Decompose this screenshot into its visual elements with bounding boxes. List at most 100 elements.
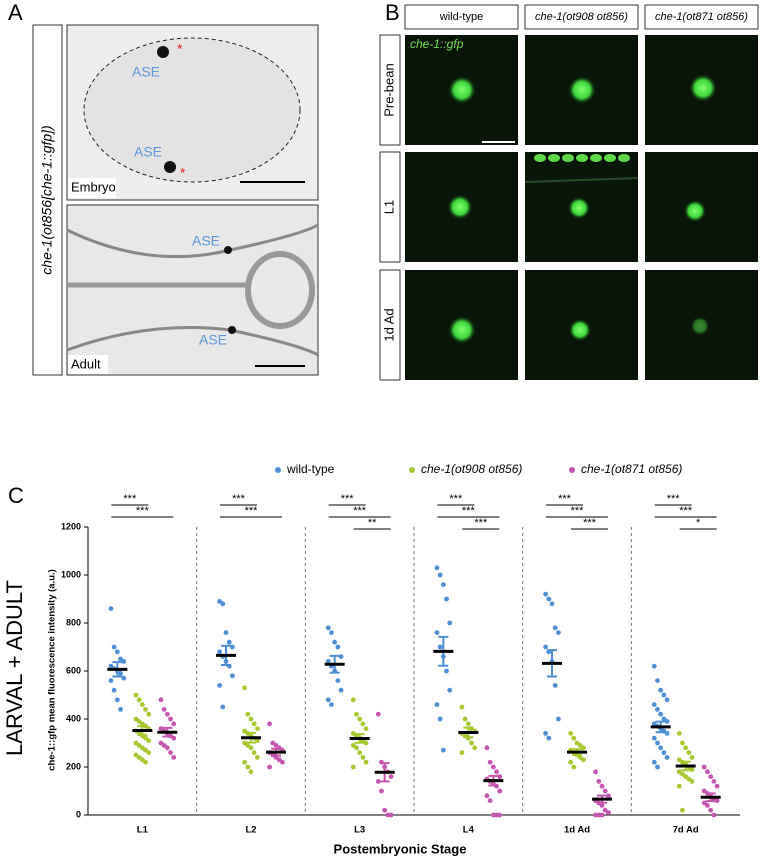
data-point	[465, 721, 471, 727]
adult-image	[66, 204, 319, 376]
ase-label: ASE	[132, 64, 160, 80]
gfp-signal	[548, 154, 560, 162]
significance-label: ***	[462, 505, 476, 517]
x-axis-label: Postembryonic Stage	[334, 841, 467, 856]
data-point	[440, 747, 446, 753]
data-point	[581, 757, 586, 763]
y-tick-label: 200	[66, 761, 81, 771]
data-point	[338, 687, 344, 693]
data-point	[171, 721, 177, 727]
significance-label: ***	[245, 505, 259, 517]
data-point	[487, 759, 493, 765]
gfp-signal	[590, 154, 602, 162]
y-tick-label: 400	[66, 713, 81, 723]
data-point	[146, 711, 152, 717]
row-box	[379, 269, 401, 381]
data-point	[338, 654, 344, 659]
data-point	[556, 630, 561, 635]
data-point	[108, 606, 114, 611]
data-point	[655, 707, 660, 712]
row-header: L1	[381, 200, 396, 214]
data-point	[434, 565, 440, 571]
data-point	[664, 755, 670, 760]
data-point	[354, 711, 359, 717]
gfp-signal	[448, 316, 476, 344]
gfp-signal	[683, 199, 707, 223]
ase-label: ASE	[192, 233, 220, 249]
column-box	[644, 4, 759, 30]
data-point	[689, 767, 695, 772]
tissue	[524, 177, 639, 183]
data-point	[497, 788, 503, 794]
data-point	[111, 644, 117, 650]
significance-label: **	[368, 517, 377, 529]
reporter-label: che-1::gfp	[410, 37, 464, 51]
data-point	[651, 735, 657, 741]
data-point	[664, 697, 670, 703]
data-point	[325, 697, 331, 703]
significance-label: ***	[449, 493, 463, 505]
data-point	[444, 596, 449, 602]
data-point	[171, 755, 177, 760]
data-point	[139, 702, 145, 707]
x-tick-label: 7d Ad	[673, 825, 699, 836]
data-point	[711, 812, 717, 818]
data-point	[248, 769, 254, 775]
data-point	[546, 596, 552, 602]
data-point	[121, 659, 127, 664]
data-point	[255, 738, 260, 743]
gfp-signal	[562, 154, 574, 162]
data-point	[543, 591, 548, 597]
data-point	[350, 697, 356, 703]
legend-label: che-1(ot871 ot856)	[581, 462, 682, 476]
side-label: LARVAL + ADULT	[2, 580, 27, 756]
marker: *	[177, 41, 183, 57]
data-point	[437, 572, 443, 578]
data-point	[487, 798, 493, 803]
data-point	[655, 764, 660, 770]
data-point	[375, 779, 381, 784]
data-point	[680, 740, 685, 746]
data-point	[437, 716, 443, 722]
data-point	[683, 745, 689, 751]
gfp-signal	[690, 316, 710, 336]
data-point	[689, 779, 695, 784]
data-point	[245, 764, 251, 770]
gfp-signal	[448, 76, 476, 104]
data-point	[661, 750, 667, 755]
data-point	[354, 745, 359, 751]
y-tick-label: 600	[66, 665, 81, 675]
data-point	[552, 625, 558, 631]
x-tick-label: 1d Ad	[564, 825, 590, 836]
data-point	[469, 740, 474, 746]
gfp-signal	[447, 194, 473, 220]
data-point	[168, 716, 173, 722]
data-point	[447, 687, 453, 693]
legend-marker	[569, 467, 575, 473]
data-point	[658, 711, 664, 717]
data-point	[360, 721, 366, 727]
data-point	[329, 630, 334, 635]
tissue	[245, 251, 315, 329]
data-point	[220, 601, 226, 607]
data-point	[705, 803, 710, 808]
gfp-signal	[568, 318, 592, 342]
data-point	[357, 716, 363, 722]
y-axis-label: che-1::gfp mean fluorescence intensity (…	[47, 569, 58, 771]
significance-label: ***	[679, 505, 693, 517]
data-point	[121, 675, 127, 681]
data-point	[571, 764, 577, 770]
data-point	[217, 649, 223, 655]
data-point	[114, 697, 120, 703]
data-point	[490, 764, 496, 770]
data-point	[267, 721, 272, 727]
data-point	[217, 683, 223, 688]
ase-cell	[157, 46, 169, 58]
data-point	[543, 644, 548, 650]
data-point	[708, 774, 714, 779]
data-point	[325, 659, 331, 664]
data-point	[280, 759, 285, 765]
data-point	[146, 738, 152, 743]
ase-label: ASE	[134, 144, 162, 160]
